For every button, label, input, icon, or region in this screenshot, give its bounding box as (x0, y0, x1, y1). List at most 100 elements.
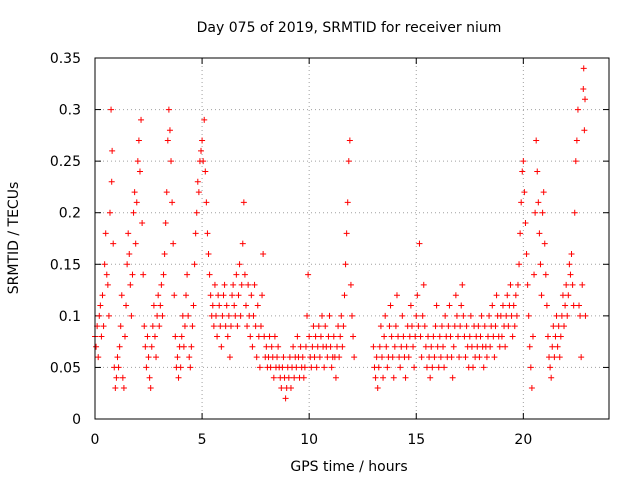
data-point (108, 178, 115, 185)
data-point (327, 343, 334, 350)
data-point (128, 312, 135, 319)
data-point (194, 178, 201, 185)
data-point (581, 127, 588, 134)
data-point (93, 343, 100, 350)
data-point (119, 374, 126, 381)
data-point (521, 189, 528, 196)
data-point (389, 354, 396, 361)
data-point (421, 323, 428, 330)
data-point (186, 354, 193, 361)
data-point (203, 199, 210, 206)
data-point (346, 137, 353, 144)
data-point (291, 374, 298, 381)
data-point (311, 354, 318, 361)
data-point (110, 240, 117, 247)
data-point (384, 364, 391, 371)
y-tick-label: 0.2 (59, 206, 81, 222)
data-point (125, 230, 132, 237)
data-point (499, 302, 506, 309)
data-point (161, 250, 168, 257)
data-point (513, 312, 520, 319)
data-point (341, 292, 348, 299)
data-point (198, 147, 205, 154)
data-point (478, 312, 485, 319)
data-point (489, 302, 496, 309)
data-point (484, 333, 491, 340)
data-point (232, 312, 239, 319)
data-point (410, 343, 417, 350)
y-tick-label: 0.35 (50, 51, 81, 67)
data-point (373, 354, 380, 361)
data-point (427, 374, 434, 381)
data-point (187, 364, 194, 371)
data-point (453, 312, 460, 319)
data-point (378, 354, 385, 361)
data-point (139, 220, 146, 227)
data-point (310, 323, 317, 330)
data-point (251, 281, 258, 288)
data-point (397, 364, 404, 371)
data-point (120, 385, 127, 392)
data-point (393, 292, 400, 299)
data-point (498, 333, 505, 340)
data-point (319, 312, 326, 319)
data-point (244, 323, 251, 330)
y-tick-label: 0.3 (59, 103, 81, 119)
data-point (574, 106, 581, 113)
data-point (542, 271, 549, 278)
data-point (227, 323, 234, 330)
data-point (580, 85, 587, 92)
data-point (340, 323, 347, 330)
data-point (414, 292, 421, 299)
data-point (206, 271, 213, 278)
data-point (297, 343, 304, 350)
data-point (411, 364, 418, 371)
data-point (405, 354, 412, 361)
data-point (491, 354, 498, 361)
data-point (299, 354, 306, 361)
data-point (180, 343, 187, 350)
data-point (434, 343, 441, 350)
data-point (166, 127, 173, 134)
data-point (268, 343, 275, 350)
data-point (260, 250, 267, 257)
data-point (569, 281, 576, 288)
data-point (114, 354, 121, 361)
data-point (97, 302, 104, 309)
data-point (189, 323, 196, 330)
data-point (124, 261, 131, 268)
data-point (406, 333, 413, 340)
data-point (370, 343, 377, 350)
data-point (582, 312, 589, 319)
data-point (451, 323, 458, 330)
data-point (548, 374, 555, 381)
data-point (315, 323, 322, 330)
data-point (200, 158, 207, 165)
data-point (301, 364, 308, 371)
data-point (408, 323, 415, 330)
data-point (222, 323, 229, 330)
data-point (105, 312, 112, 319)
data-point (543, 302, 550, 309)
data-point (131, 189, 138, 196)
data-point (188, 343, 195, 350)
data-point (293, 364, 300, 371)
data-point (438, 323, 445, 330)
data-point (400, 333, 407, 340)
data-point (322, 323, 329, 330)
data-point (541, 240, 548, 247)
data-point (496, 343, 503, 350)
data-point (450, 343, 457, 350)
data-point (526, 343, 533, 350)
data-point (415, 323, 422, 330)
data-point (171, 292, 178, 299)
data-point (325, 333, 332, 340)
data-point (516, 261, 523, 268)
data-point (537, 261, 544, 268)
data-point (287, 385, 294, 392)
data-point (154, 312, 161, 319)
data-point (538, 292, 545, 299)
data-point (387, 302, 394, 309)
data-point (441, 364, 448, 371)
data-point (117, 323, 124, 330)
